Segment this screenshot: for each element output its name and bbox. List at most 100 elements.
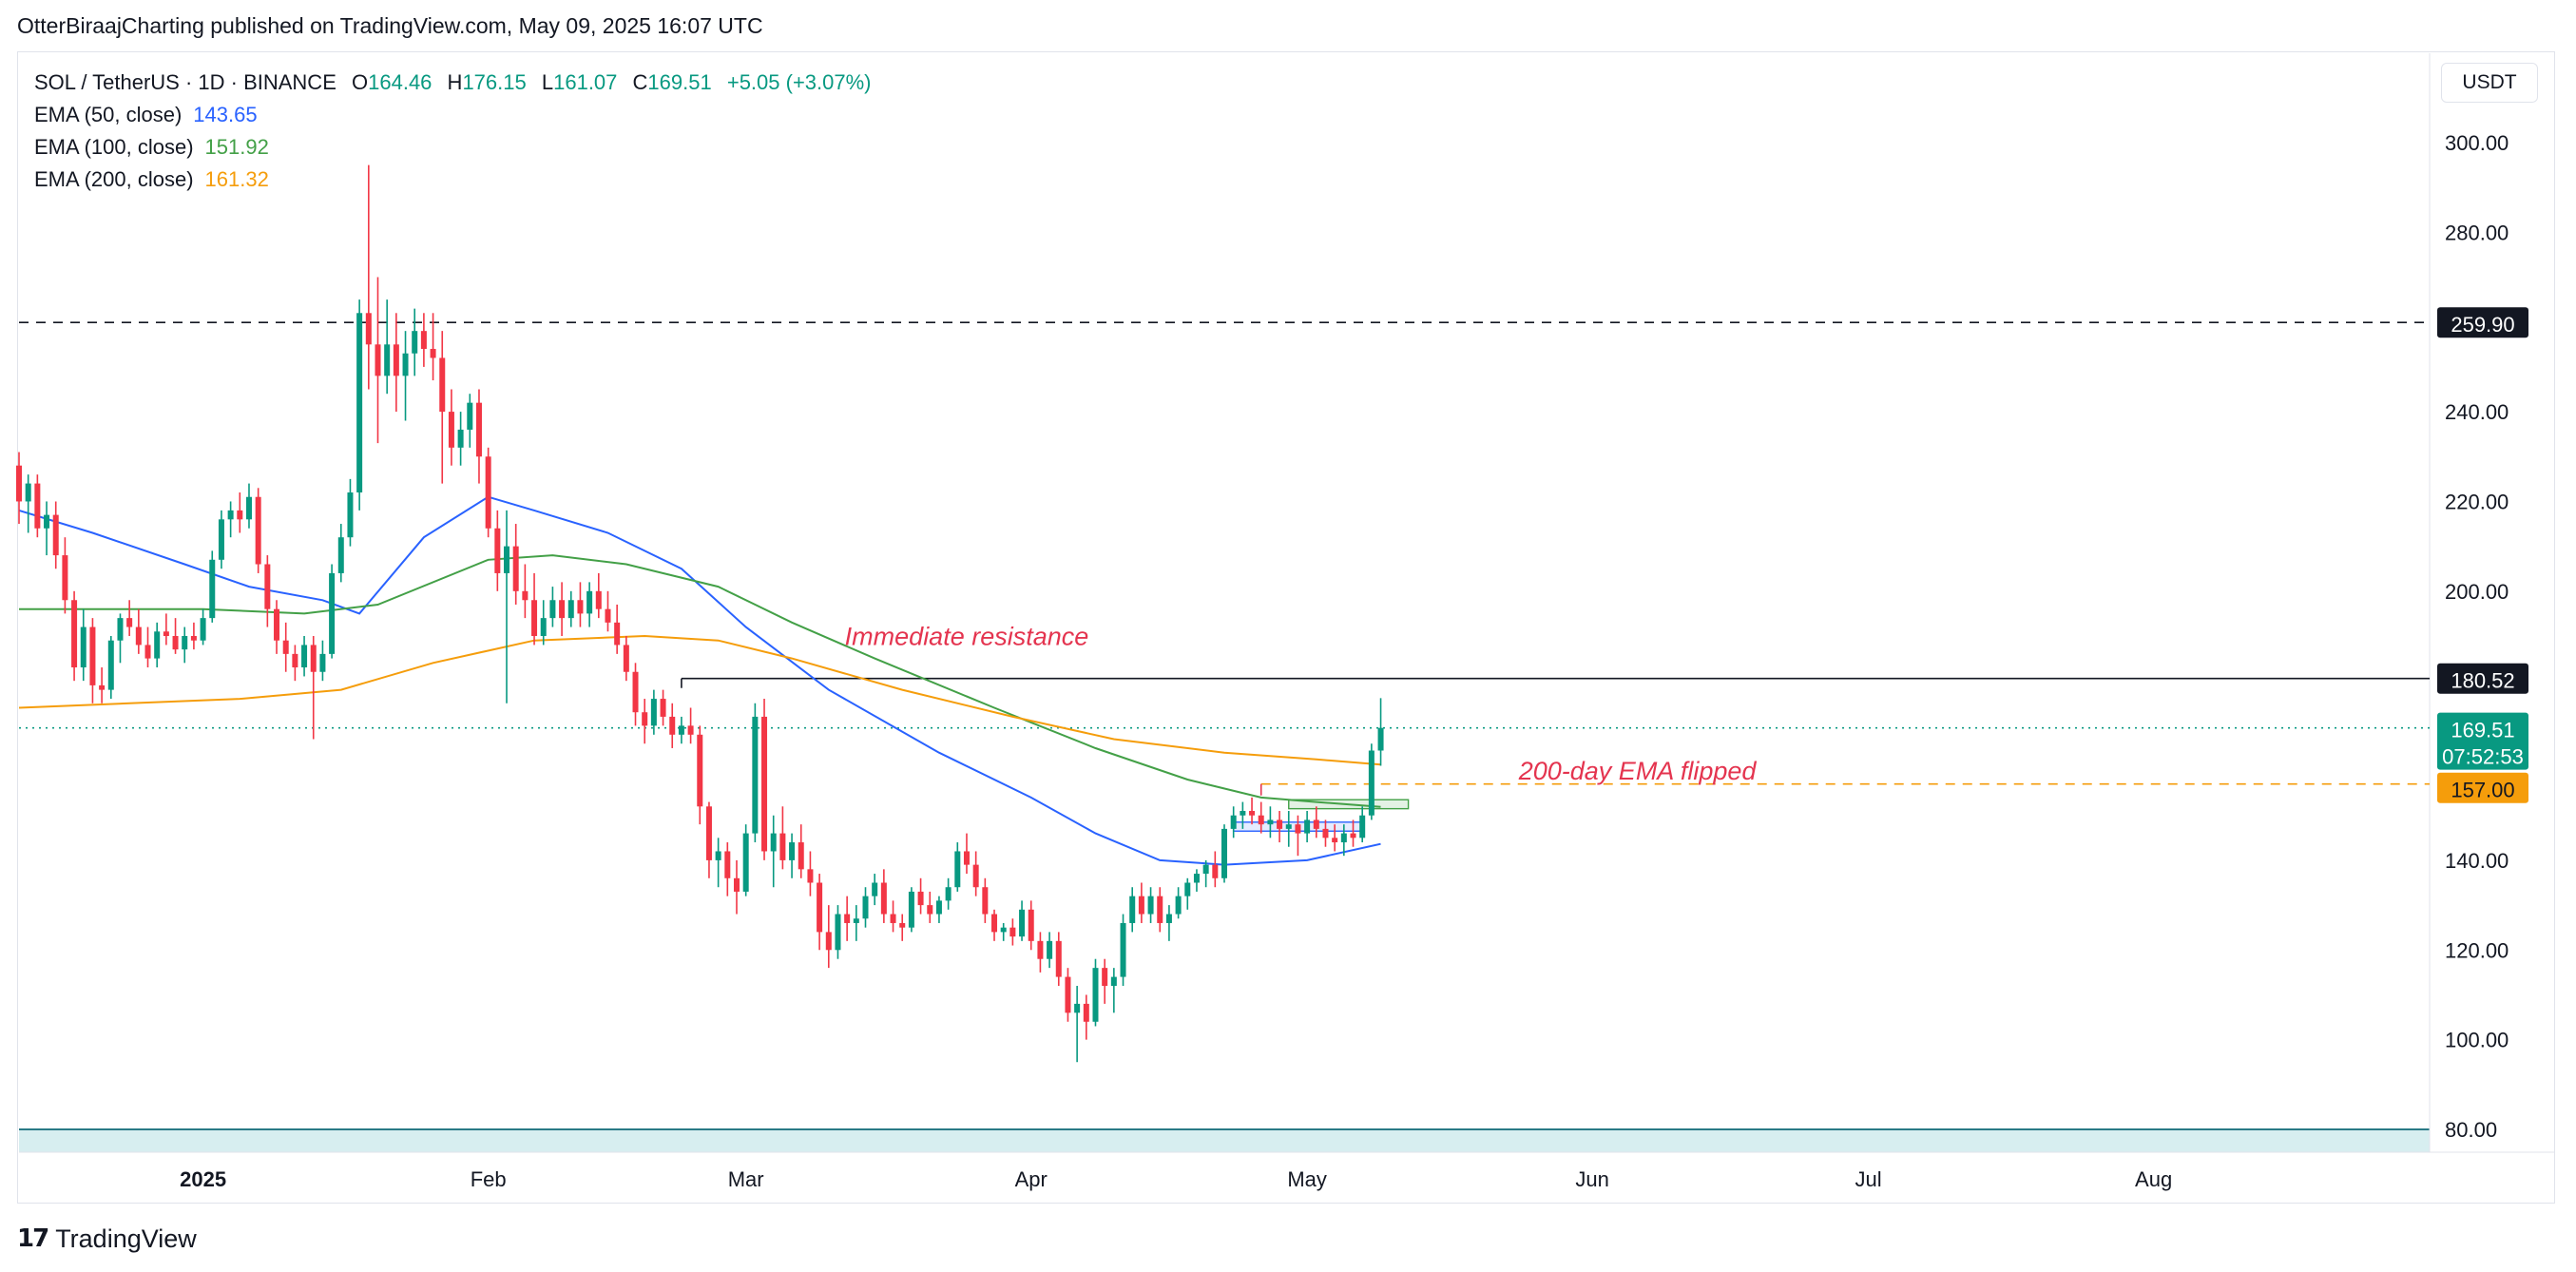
candle bbox=[319, 640, 326, 682]
candle bbox=[25, 474, 31, 533]
candle-body bbox=[632, 671, 639, 713]
currency-button[interactable]: USDT bbox=[2441, 63, 2538, 103]
candle bbox=[117, 613, 124, 664]
candle-body bbox=[512, 546, 519, 591]
candle-body bbox=[190, 636, 197, 641]
candle-body bbox=[144, 645, 151, 659]
candle-body bbox=[1350, 833, 1356, 838]
candle bbox=[549, 587, 556, 627]
candle-body bbox=[605, 608, 611, 623]
indicator-ema100[interactable]: EMA (100, close) 151.92 bbox=[34, 131, 872, 164]
candle bbox=[935, 896, 942, 923]
candle-body bbox=[172, 636, 179, 650]
candle bbox=[393, 313, 399, 413]
x-tick-label: Feb bbox=[471, 1167, 507, 1191]
candle bbox=[642, 699, 648, 744]
indicator-ema50[interactable]: EMA (50, close) 143.65 bbox=[34, 99, 872, 131]
candle bbox=[1313, 806, 1319, 838]
symbol-name[interactable]: SOL / TetherUS · 1D · BINANCE bbox=[34, 70, 336, 94]
candle bbox=[954, 842, 961, 892]
candle bbox=[402, 331, 409, 421]
candle bbox=[1129, 887, 1136, 933]
candle bbox=[1138, 882, 1144, 923]
candle bbox=[1028, 900, 1034, 951]
candle bbox=[1120, 914, 1126, 987]
candle bbox=[80, 608, 87, 682]
candle-body bbox=[356, 313, 363, 493]
candle bbox=[384, 299, 391, 395]
candle-body bbox=[1102, 968, 1108, 987]
candle-body bbox=[1000, 927, 1007, 933]
candle-body bbox=[301, 645, 308, 668]
candle-body bbox=[1009, 927, 1016, 937]
candle bbox=[1184, 877, 1191, 910]
candle-body bbox=[1277, 819, 1283, 829]
candle-body bbox=[835, 914, 841, 951]
candle bbox=[1322, 819, 1329, 847]
candle-body bbox=[329, 572, 336, 654]
chart-frame bbox=[17, 51, 2555, 1204]
candle-body bbox=[660, 699, 666, 717]
candle bbox=[365, 164, 372, 390]
candle-body bbox=[1332, 838, 1338, 843]
candle-body bbox=[825, 932, 832, 951]
candle bbox=[761, 699, 768, 860]
candle bbox=[1175, 887, 1182, 919]
candle bbox=[862, 887, 869, 928]
candle-body bbox=[1019, 909, 1026, 937]
last-price-badge: 169.51 07:52:53 bbox=[2437, 712, 2528, 770]
candle bbox=[567, 590, 574, 627]
candle bbox=[1230, 806, 1237, 838]
candle-body bbox=[853, 918, 859, 923]
candle-body bbox=[1147, 896, 1154, 915]
candle-body bbox=[310, 645, 317, 672]
candle bbox=[255, 488, 261, 573]
price-label-259: 259.90 bbox=[2437, 307, 2528, 338]
change-value: +5.05 (+3.07%) bbox=[726, 70, 872, 94]
candle bbox=[817, 874, 823, 951]
close-key: C bbox=[632, 70, 648, 94]
candle bbox=[650, 689, 657, 735]
candle bbox=[752, 703, 759, 843]
y-tick-label: 100.00 bbox=[2445, 1029, 2509, 1052]
candle-body bbox=[1377, 727, 1384, 751]
candle bbox=[715, 838, 721, 888]
candle-body bbox=[107, 640, 114, 690]
candle-body bbox=[282, 640, 289, 654]
candle bbox=[1065, 968, 1071, 1022]
x-tick-label: 2025 bbox=[180, 1167, 226, 1191]
candle bbox=[1240, 801, 1246, 829]
candle bbox=[798, 824, 804, 878]
candle bbox=[1157, 887, 1163, 933]
symbol-row[interactable]: SOL / TetherUS · 1D · BINANCE O164.46 H1… bbox=[34, 67, 872, 99]
candle bbox=[301, 636, 308, 677]
candle bbox=[632, 663, 639, 726]
candle-body bbox=[1295, 824, 1301, 834]
candle bbox=[144, 626, 151, 668]
high-value: 176.15 bbox=[462, 70, 527, 94]
candle bbox=[945, 877, 952, 910]
indicator-ema200[interactable]: EMA (200, close) 161.32 bbox=[34, 164, 872, 196]
candle-body bbox=[126, 618, 133, 627]
candle-body bbox=[567, 600, 574, 619]
candle-body bbox=[319, 653, 326, 672]
candle bbox=[375, 277, 381, 444]
candle-body bbox=[1221, 828, 1228, 878]
candle-body bbox=[245, 496, 252, 520]
candle bbox=[669, 703, 676, 748]
candle-body bbox=[420, 331, 427, 350]
candle bbox=[107, 636, 114, 700]
price-label-259-text: 259.90 bbox=[2451, 313, 2514, 337]
candle bbox=[559, 582, 566, 636]
ema100-line bbox=[19, 554, 1381, 808]
candle bbox=[789, 833, 796, 878]
candle bbox=[1165, 905, 1172, 941]
ema100-label: EMA (100, close) bbox=[34, 135, 194, 159]
candle bbox=[1055, 932, 1062, 987]
candle bbox=[504, 510, 510, 703]
price-label-180-text: 180.52 bbox=[2451, 669, 2514, 693]
tradingview-wordmark: TradingView bbox=[55, 1224, 197, 1253]
candle bbox=[605, 590, 611, 632]
tradingview-logo[interactable]: 17 TradingView bbox=[17, 1223, 197, 1255]
